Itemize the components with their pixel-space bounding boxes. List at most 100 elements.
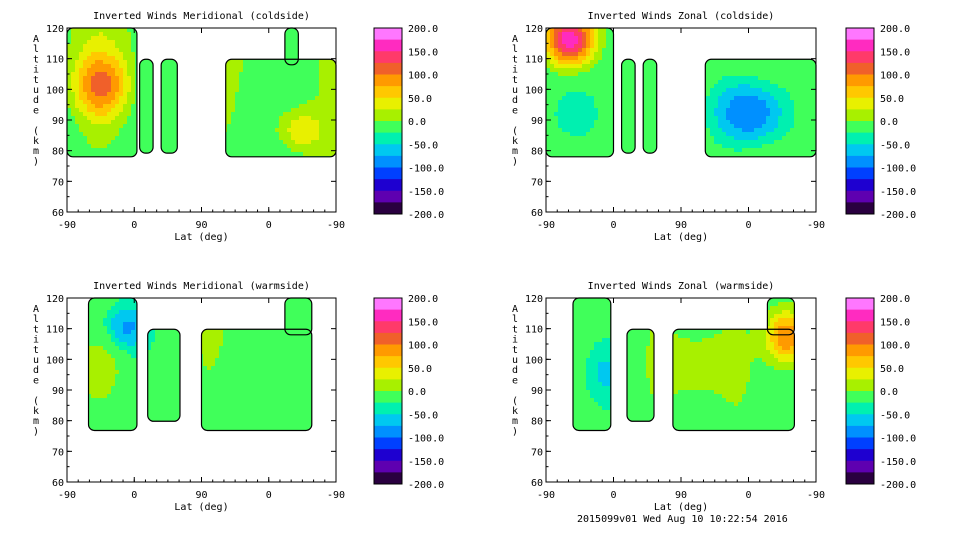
colorbar: 200.0 150.0 100.0 50.0 0.0 -50.0 -100.0 -150.0 -… xyxy=(373,294,444,491)
x-tick-label: 0 xyxy=(131,220,137,231)
colorbar-tick-label: -200.0 xyxy=(880,210,916,221)
x-tick-label: -90 xyxy=(58,220,76,231)
y-tick-label: 110 xyxy=(46,55,64,66)
colorbar-tick-label: 200.0 xyxy=(408,24,438,35)
y-tick-label: 120 xyxy=(525,24,543,35)
colorbar-tick-label: -150.0 xyxy=(408,457,444,468)
y-tick-label: 70 xyxy=(52,177,64,188)
y-tick-label: 80 xyxy=(52,147,64,158)
colorbar-tick-label: 100.0 xyxy=(408,71,438,82)
colorbar-tick-label: -200.0 xyxy=(880,480,916,491)
y-tick-label: 70 xyxy=(531,447,543,458)
y-tick-label: 60 xyxy=(52,208,64,219)
x-tick-label: -90 xyxy=(58,490,76,501)
x-tick-label: 0 xyxy=(610,490,616,501)
x-tick-label: 90 xyxy=(195,490,207,501)
colorbar-tick-label: -100.0 xyxy=(408,434,444,445)
y-tick-label: 90 xyxy=(52,116,64,127)
y-tick-label: 100 xyxy=(525,85,543,96)
colorbar-tick-label: -100.0 xyxy=(880,164,916,175)
y-tick-label: 80 xyxy=(531,417,543,428)
svg-text:e: e xyxy=(33,105,39,116)
x-axis-label: Lat (deg) xyxy=(174,232,228,243)
y-tick-label: 60 xyxy=(52,478,64,489)
x-tick-label: -90 xyxy=(537,490,555,501)
colorbar-tick-label: 200.0 xyxy=(880,294,910,305)
colorbar-tick-label: 50.0 xyxy=(408,94,432,105)
x-tick-label: -90 xyxy=(807,490,825,501)
colorbar-tick-label: -100.0 xyxy=(408,164,444,175)
y-tick-label: 120 xyxy=(525,294,543,305)
y-tick-label: 110 xyxy=(525,55,543,66)
colorbar-tick-label: -150.0 xyxy=(880,457,916,468)
x-axis-label: Lat (deg) xyxy=(654,502,708,513)
chart-title: Inverted Winds Zonal (warmside) xyxy=(588,281,775,292)
chart-panel-1: Inverted Winds Meridional (coldside) -90 0… xyxy=(33,11,444,243)
colorbar-tick-label: -200.0 xyxy=(408,480,444,491)
x-tick-label: 0 xyxy=(745,490,751,501)
colorbar-tick-label: 100.0 xyxy=(880,71,910,82)
contour-field xyxy=(66,27,337,158)
y-tick-label: 100 xyxy=(46,85,64,96)
colorbar-tick-label: -100.0 xyxy=(880,434,916,445)
x-axis-label: Lat (deg) xyxy=(174,502,228,513)
svg-text:i: i xyxy=(33,65,39,76)
x-tick-label: -90 xyxy=(327,220,345,231)
contour-field xyxy=(87,297,313,432)
svg-text:t: t xyxy=(33,54,39,65)
chart-panel-4: Inverted Winds Zonal (warmside) -90 0 90 0 -9… xyxy=(512,281,916,513)
y-tick-label: 110 xyxy=(46,325,64,336)
svg-text:u: u xyxy=(33,85,39,96)
colorbar-tick-label: 150.0 xyxy=(408,47,438,58)
colorbar-tick-label: 150.0 xyxy=(880,317,910,328)
y-tick-label: 90 xyxy=(531,386,543,397)
colorbar-tick-label: -50.0 xyxy=(880,140,910,151)
colorbar-tick-label: 200.0 xyxy=(880,24,910,35)
colorbar-tick-label: 0.0 xyxy=(408,387,426,398)
y-tick-label: 110 xyxy=(525,325,543,336)
svg-text:k: k xyxy=(33,136,39,147)
x-tick-label: 0 xyxy=(745,220,751,231)
colorbar-tick-label: 0.0 xyxy=(408,117,426,128)
y-tick-label: 60 xyxy=(531,208,543,219)
colorbar-tick-label: 150.0 xyxy=(408,317,438,328)
colorbar-tick-label: 200.0 xyxy=(408,294,438,305)
colorbar: 200.0 150.0 100.0 50.0 0.0 -50.0 -100.0 -150.0 -… xyxy=(845,294,916,491)
y-tick-label: 90 xyxy=(531,116,543,127)
chart-title: Inverted Winds Meridional (coldside) xyxy=(93,11,310,22)
x-tick-label: -90 xyxy=(807,220,825,231)
colorbar-tick-label: -50.0 xyxy=(408,410,438,421)
svg-text:): ) xyxy=(33,156,39,167)
colorbar-tick-label: -50.0 xyxy=(408,140,438,151)
y-tick-label: 100 xyxy=(46,355,64,366)
x-tick-label: 0 xyxy=(610,220,616,231)
y-tick-label: 70 xyxy=(531,177,543,188)
y-tick-label: 90 xyxy=(52,386,64,397)
colorbar-tick-label: 100.0 xyxy=(408,341,438,352)
colorbar-tick-label: 100.0 xyxy=(880,341,910,352)
x-tick-label: 90 xyxy=(675,220,687,231)
x-axis-label: Lat (deg) xyxy=(654,232,708,243)
svg-text:d: d xyxy=(33,95,39,106)
y-tick-label: 70 xyxy=(52,447,64,458)
svg-text:(: ( xyxy=(33,126,39,137)
chart-panel-2: Inverted Winds Zonal (coldside) -90 0 90 0 -9… xyxy=(512,11,916,243)
y-tick-label: 100 xyxy=(525,355,543,366)
svg-text:l: l xyxy=(33,44,39,55)
colorbar-tick-label: -150.0 xyxy=(408,187,444,198)
y-tick-label: 80 xyxy=(531,147,543,158)
colorbar-tick-label: 50.0 xyxy=(880,94,904,105)
y-tick-label: 120 xyxy=(46,294,64,305)
y-tick-label: 120 xyxy=(46,24,64,35)
colorbar-tick-label: 0.0 xyxy=(880,117,898,128)
colorbar-tick-label: -150.0 xyxy=(880,187,916,198)
y-tick-label: 60 xyxy=(531,478,543,489)
colorbar-tick-label: 50.0 xyxy=(880,364,904,375)
chart-title: Inverted Winds Meridional (warmside) xyxy=(93,281,310,292)
colorbar: 200.0 150.0 100.0 50.0 0.0 -50.0 -100.0 -150.0 -… xyxy=(845,24,916,221)
svg-text:A: A xyxy=(33,34,39,45)
